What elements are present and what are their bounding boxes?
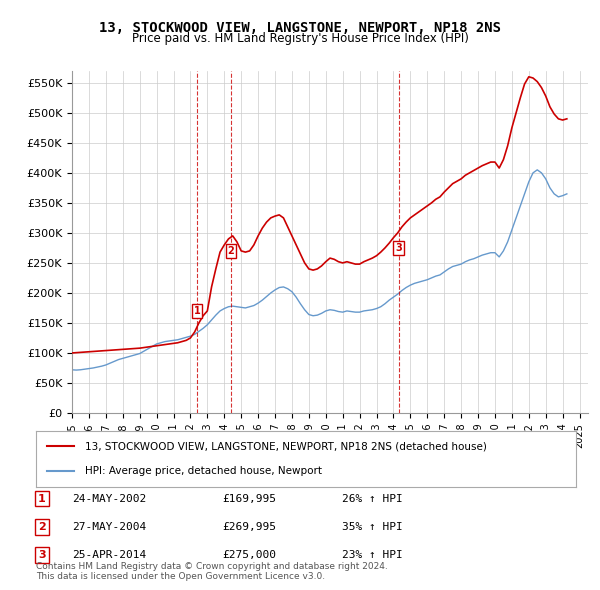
Text: 26% ↑ HPI: 26% ↑ HPI [342, 494, 403, 503]
Text: Price paid vs. HM Land Registry's House Price Index (HPI): Price paid vs. HM Land Registry's House … [131, 32, 469, 45]
Text: 3: 3 [38, 550, 46, 560]
Text: HPI: Average price, detached house, Newport: HPI: Average price, detached house, Newp… [85, 466, 322, 476]
Text: 3: 3 [395, 243, 402, 253]
Text: £275,000: £275,000 [222, 550, 276, 560]
Text: 27-MAY-2004: 27-MAY-2004 [72, 522, 146, 532]
Text: 1: 1 [193, 306, 200, 316]
Text: 13, STOCKWOOD VIEW, LANGSTONE, NEWPORT, NP18 2NS (detached house): 13, STOCKWOOD VIEW, LANGSTONE, NEWPORT, … [85, 441, 487, 451]
Text: 2: 2 [38, 522, 46, 532]
Text: 23% ↑ HPI: 23% ↑ HPI [342, 550, 403, 560]
Text: Contains HM Land Registry data © Crown copyright and database right 2024.
This d: Contains HM Land Registry data © Crown c… [36, 562, 388, 581]
Text: 2: 2 [227, 246, 235, 256]
Text: 35% ↑ HPI: 35% ↑ HPI [342, 522, 403, 532]
Text: 25-APR-2014: 25-APR-2014 [72, 550, 146, 560]
Text: 13, STOCKWOOD VIEW, LANGSTONE, NEWPORT, NP18 2NS: 13, STOCKWOOD VIEW, LANGSTONE, NEWPORT, … [99, 21, 501, 35]
Text: £169,995: £169,995 [222, 494, 276, 503]
Text: 24-MAY-2002: 24-MAY-2002 [72, 494, 146, 503]
Text: 1: 1 [38, 494, 46, 503]
Text: £269,995: £269,995 [222, 522, 276, 532]
